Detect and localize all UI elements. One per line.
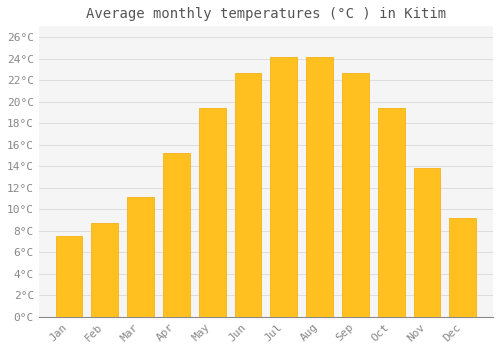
Bar — [414, 168, 440, 317]
Bar — [127, 197, 154, 317]
Bar — [199, 108, 226, 317]
Bar — [56, 236, 82, 317]
Bar — [306, 57, 333, 317]
Title: Average monthly temperatures (°C ) in Kitim: Average monthly temperatures (°C ) in Ki… — [86, 7, 446, 21]
Bar — [92, 223, 118, 317]
Bar — [450, 218, 476, 317]
Bar — [163, 153, 190, 317]
Bar — [342, 72, 369, 317]
Bar — [378, 108, 404, 317]
Bar — [234, 72, 262, 317]
Bar — [270, 57, 297, 317]
